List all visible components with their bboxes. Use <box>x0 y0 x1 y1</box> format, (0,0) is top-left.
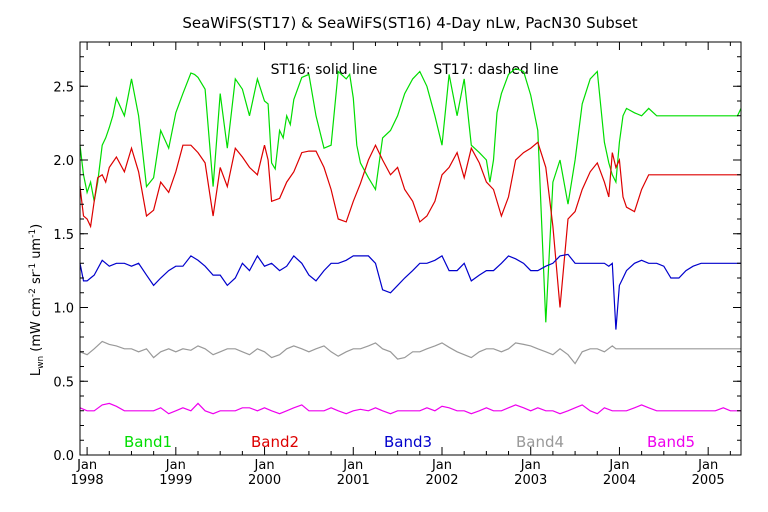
y-label-exp2: -1 <box>28 263 38 272</box>
x-tick-month: Jan <box>431 458 452 473</box>
legend-band3: Band3 <box>384 433 432 451</box>
annotation-dashed: ST17: dashed line <box>433 62 558 78</box>
chart-title: SeaWiFS(ST17) & SeaWiFS(ST16) 4-Day nLw,… <box>182 14 637 32</box>
y-label-mid2: um <box>29 238 44 263</box>
legend-band2: Band2 <box>251 433 299 451</box>
svg-text:Lwn (mW cm-2 sr-1 um-1): Lwn (mW cm-2 sr-1 um-1) <box>28 224 46 376</box>
y-tick-label: 0.5 <box>53 375 74 390</box>
x-tick-year: 2001 <box>337 473 370 488</box>
x-tick-year: 2004 <box>603 473 636 488</box>
legend-band4: Band4 <box>516 433 564 451</box>
x-tick-month: Jan <box>520 458 541 473</box>
y-tick-label: 2.0 <box>53 154 74 169</box>
series-line-band4 <box>79 340 741 365</box>
y-label-units: (mW cm <box>29 297 44 352</box>
series-line-band5 <box>79 402 741 415</box>
x-tick-month: Jan <box>697 458 718 473</box>
x-tick-month: Jan <box>254 458 275 473</box>
axes: 0.00.51.01.52.02.5Jan1998Jan1999Jan2000J… <box>53 41 742 488</box>
x-tick-year: 2003 <box>514 473 547 488</box>
x-tick-year: 2002 <box>425 473 458 488</box>
x-tick-year: 2005 <box>692 473 725 488</box>
x-tick-year: 1999 <box>159 473 192 488</box>
y-label-sub: wn <box>36 356 46 369</box>
series-line-band2 <box>79 141 741 308</box>
series-line-band3 <box>79 253 741 330</box>
x-tick-month: Jan <box>165 458 186 473</box>
y-tick-label: 2.5 <box>53 80 74 95</box>
x-tick-year: 2000 <box>248 473 281 488</box>
annotation-solid: ST16: solid line <box>271 62 378 78</box>
series-line-band1 <box>79 67 742 323</box>
y-label-exp3: -1 <box>28 229 38 238</box>
x-tick-month: Jan <box>608 458 629 473</box>
y-label-exp1: -2 <box>28 288 38 297</box>
x-tick-month: Jan <box>342 458 363 473</box>
y-label-mid: sr <box>29 271 44 288</box>
legend: Band1 Band2 Band3 Band4 Band5 <box>124 433 695 451</box>
plot-area <box>79 67 742 415</box>
x-tick-month: Jan <box>76 458 97 473</box>
y-axis-label: Lwn (mW cm-2 sr-1 um-1) <box>28 224 46 376</box>
y-label-main: L <box>29 368 44 376</box>
y-tick-label: 1.0 <box>53 302 74 317</box>
y-tick-label: 1.5 <box>53 228 74 243</box>
x-tick-year: 1998 <box>71 473 104 488</box>
legend-band1: Band1 <box>124 433 172 451</box>
y-label-end: ) <box>29 224 44 229</box>
y-tick-label: 0.0 <box>53 449 74 464</box>
legend-band5: Band5 <box>647 433 695 451</box>
